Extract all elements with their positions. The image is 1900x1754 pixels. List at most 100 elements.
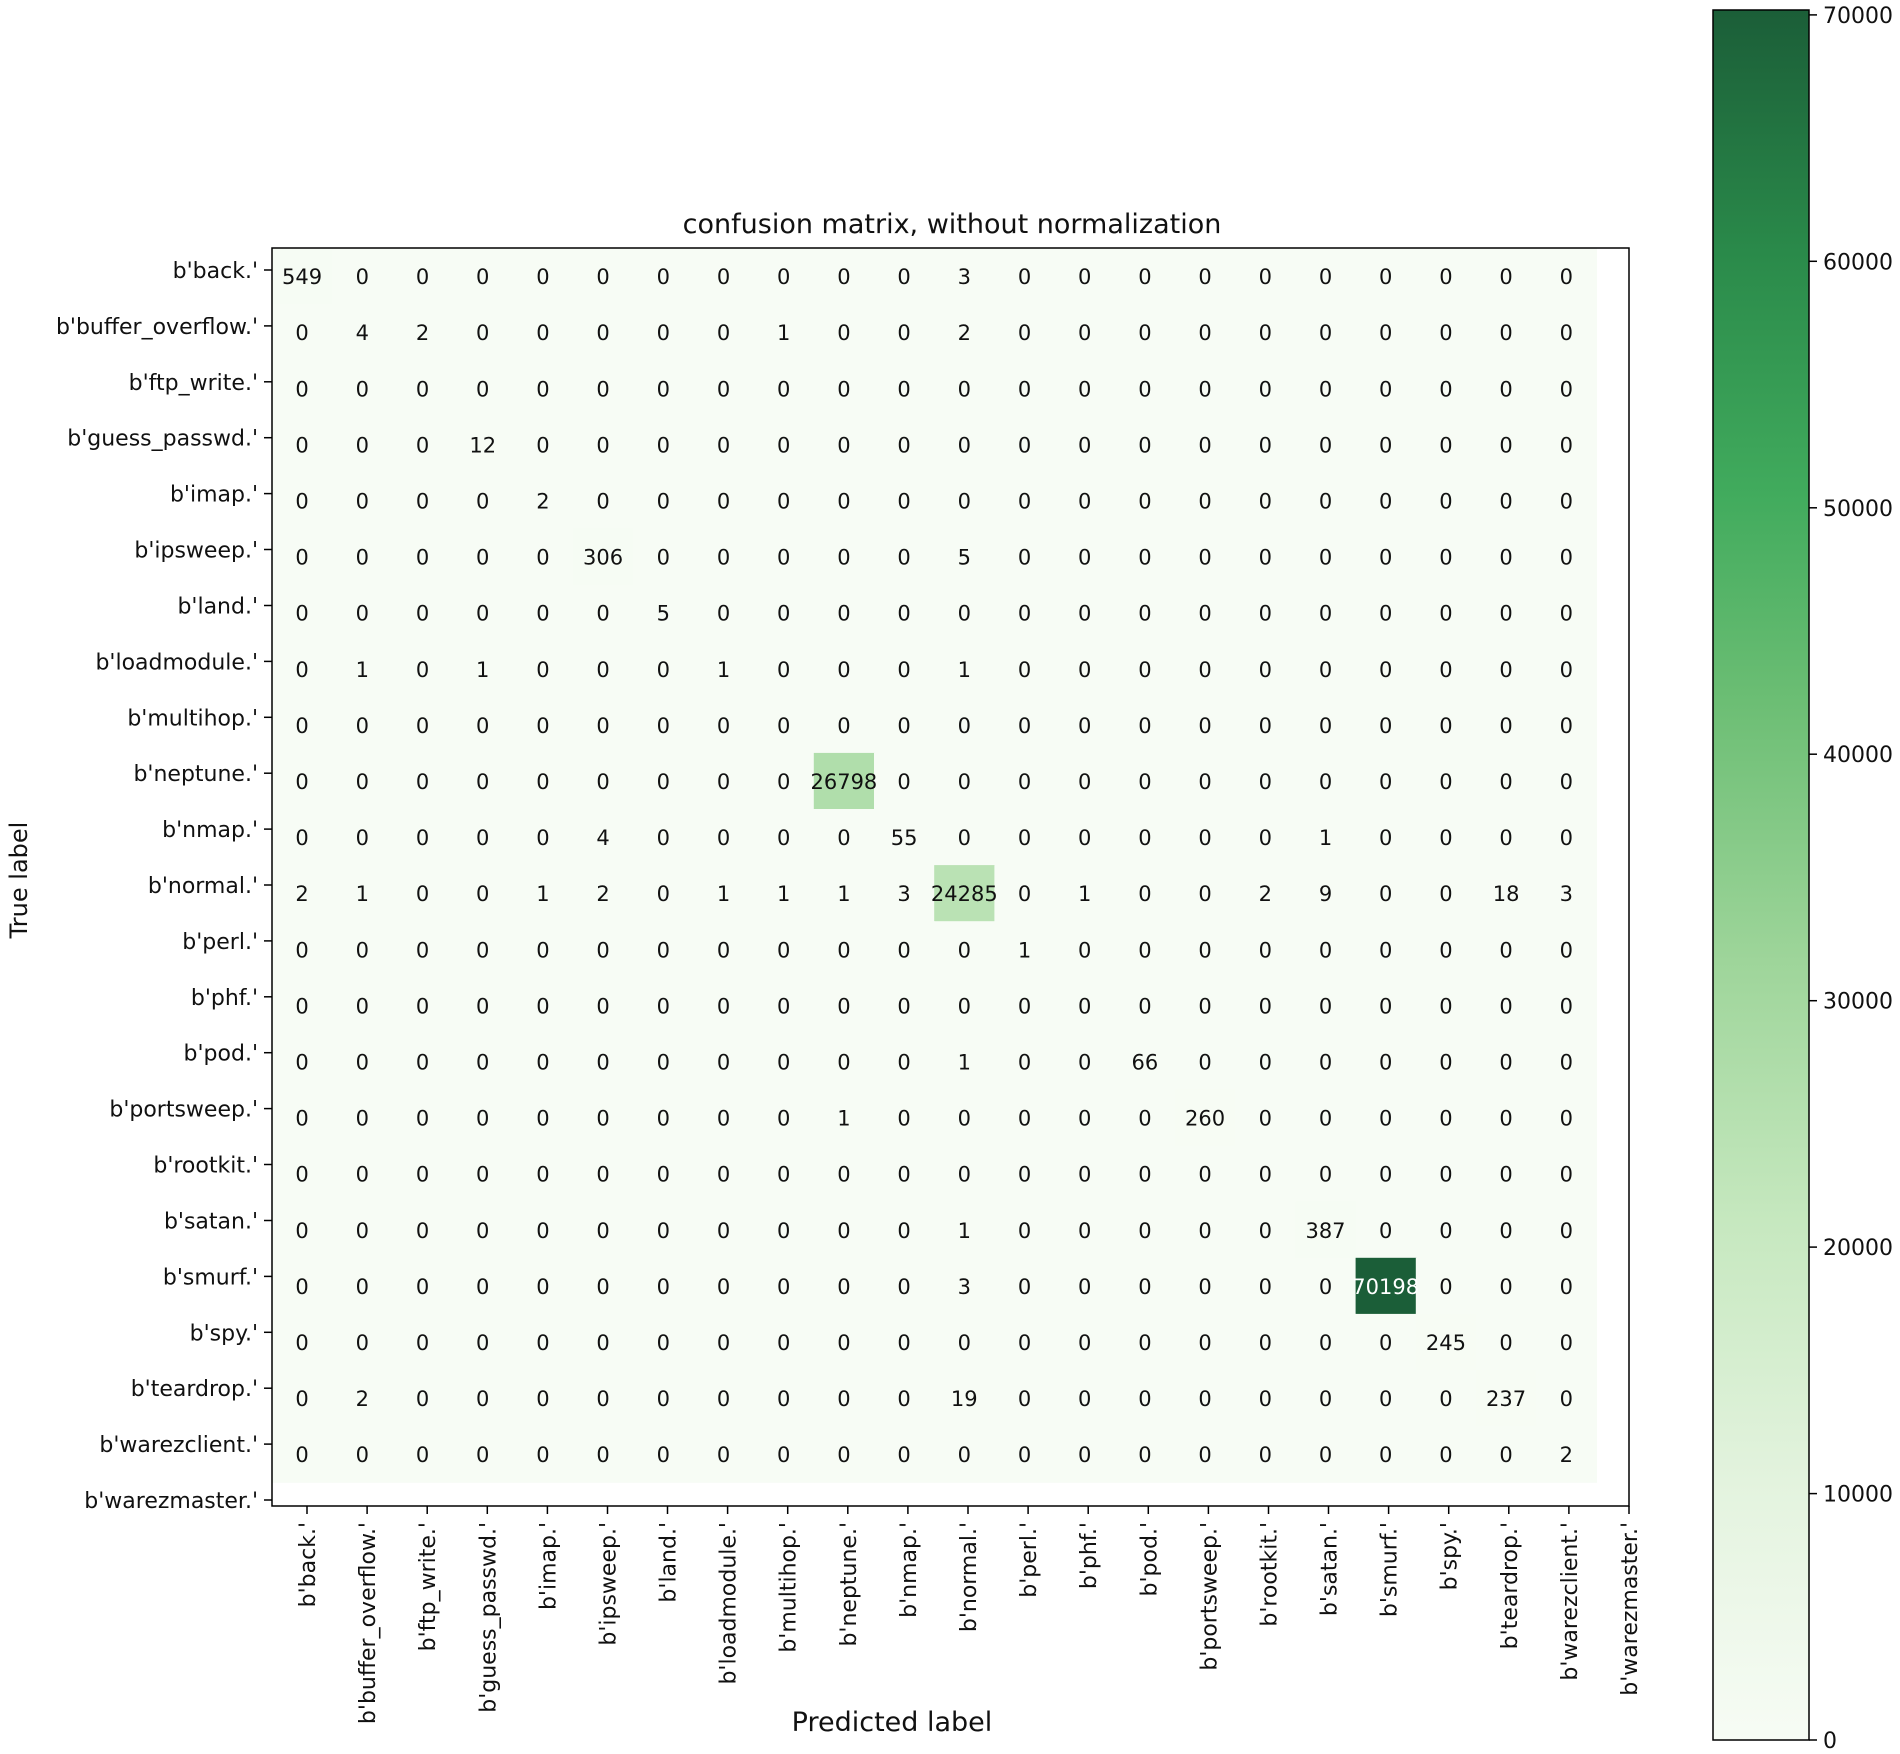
x-tick-label: b'back.'	[296, 1522, 321, 1607]
cell-r0-c10	[874, 248, 935, 305]
cell-value-r2-c3: 0	[476, 377, 489, 401]
cell-value-r0-c10: 0	[897, 265, 910, 289]
cell-value-r2-c6: 0	[657, 377, 670, 401]
cell-r19-c15	[1175, 1313, 1236, 1371]
cell-r21-c19	[1415, 1426, 1477, 1483]
x-tick-label: b'ftp_write.'	[416, 1522, 441, 1651]
cell-value-r4-c18: 0	[1379, 489, 1392, 513]
cell-value-r7-c1: 1	[356, 658, 369, 682]
cell-value-r12-c18: 0	[1379, 938, 1392, 962]
cell-r19-c16	[1235, 1313, 1296, 1371]
cell-value-r1-c21: 0	[1560, 321, 1573, 345]
cell-value-r16-c3: 0	[476, 1163, 489, 1187]
cell-r18-c21	[1536, 1257, 1597, 1315]
cell-value-r9-c11: 0	[958, 770, 971, 794]
cell-r10-c16	[1235, 809, 1296, 866]
cell-r2-c13	[1054, 360, 1116, 417]
cell-r13-c18	[1355, 977, 1417, 1034]
cell-r7-c20	[1476, 640, 1537, 698]
cell-r5-c13	[1054, 528, 1116, 586]
x-tick-label: b'normal.'	[957, 1522, 982, 1632]
cell-value-r17-c19: 0	[1439, 1219, 1452, 1243]
cell-value-r14-c12: 0	[1018, 1051, 1031, 1075]
cell-value-r8-c14: 0	[1138, 714, 1151, 738]
cell-value-r13-c3: 0	[476, 994, 489, 1018]
cell-r20-c17	[1295, 1370, 1357, 1427]
cell-r8-c18	[1355, 696, 1417, 754]
cell-r12-c17	[1295, 921, 1357, 978]
cell-value-r11-c14: 0	[1138, 882, 1151, 906]
cell-r3-c3	[452, 416, 514, 473]
cell-value-r2-c8: 0	[777, 377, 790, 401]
cell-r15-c4	[512, 1089, 574, 1147]
cell-r11-c17	[1295, 865, 1357, 922]
cell-r8-c5	[573, 696, 634, 754]
cell-r17-c2	[392, 1201, 454, 1259]
cell-r20-c7	[693, 1370, 755, 1427]
cell-r21-c4	[512, 1426, 574, 1483]
cell-r10-c19	[1415, 809, 1477, 866]
cell-r7-c1	[332, 640, 393, 698]
cell-value-r4-c5: 0	[596, 489, 609, 513]
cell-r19-c20	[1476, 1313, 1537, 1371]
cell-value-r7-c14: 0	[1138, 658, 1151, 682]
cell-r21-c15	[1175, 1426, 1236, 1483]
cell-r11-c11	[934, 865, 995, 922]
cell-r10-c21	[1536, 809, 1597, 866]
cell-value-r9-c2: 0	[416, 770, 429, 794]
cell-r2-c20	[1476, 360, 1537, 417]
cell-r1-c21	[1536, 304, 1597, 361]
cell-r21-c16	[1235, 1426, 1296, 1483]
y-tick-label: b'warezmaster.'	[84, 1489, 258, 1514]
cell-r9-c15	[1175, 752, 1236, 810]
y-tick-label: b'neptune.'	[133, 762, 258, 787]
cell-value-r3-c8: 0	[777, 433, 790, 457]
cell-r4-c3	[452, 472, 514, 530]
plot-frame	[271, 247, 1630, 1507]
cell-r11-c2	[392, 865, 454, 922]
cell-value-r4-c9: 0	[837, 489, 850, 513]
cell-value-r11-c9: 1	[837, 882, 850, 906]
cell-value-r4-c8: 0	[777, 489, 790, 513]
cell-r18-c12	[994, 1257, 1056, 1315]
cell-r21-c12	[994, 1426, 1056, 1483]
cell-r12-c10	[874, 921, 935, 978]
cell-value-r15-c16: 0	[1259, 1107, 1272, 1131]
cell-value-r18-c7: 0	[717, 1275, 730, 1299]
cell-value-r19-c7: 0	[717, 1331, 730, 1355]
cell-value-r3-c0: 0	[295, 433, 308, 457]
cell-r19-c7	[693, 1313, 755, 1371]
cell-value-r6-c6: 5	[657, 602, 670, 626]
cell-value-r16-c12: 0	[1018, 1163, 1031, 1187]
cell-r3-c9	[813, 416, 875, 473]
cell-r0-c14	[1114, 248, 1176, 305]
cell-r19-c10	[874, 1313, 935, 1371]
cell-r7-c11	[934, 640, 995, 698]
cell-r10-c1	[332, 809, 393, 866]
cell-value-r8-c9: 0	[837, 714, 850, 738]
cell-r3-c8	[753, 416, 815, 473]
cell-value-r17-c8: 0	[777, 1219, 790, 1243]
cell-r16-c20	[1476, 1145, 1537, 1203]
cell-value-r11-c18: 0	[1379, 882, 1392, 906]
cell-r13-c15	[1175, 977, 1236, 1034]
cell-r6-c13	[1054, 584, 1116, 642]
cell-value-r2-c2: 0	[416, 377, 429, 401]
cell-value-r16-c17: 0	[1319, 1163, 1332, 1187]
cell-value-r20-c19: 0	[1439, 1387, 1452, 1411]
cell-r20-c20	[1476, 1370, 1537, 1427]
cell-r16-c8	[753, 1145, 815, 1203]
cell-r12-c6	[633, 921, 694, 978]
cell-value-r8-c5: 0	[596, 714, 609, 738]
cell-value-r5-c2: 0	[416, 546, 429, 570]
cell-value-r21-c9: 0	[837, 1443, 850, 1467]
cell-value-r5-c19: 0	[1439, 546, 1452, 570]
cell-r2-c17	[1295, 360, 1357, 417]
cell-r7-c0	[272, 640, 333, 698]
cell-value-r6-c20: 0	[1499, 602, 1512, 626]
cell-value-r7-c21: 0	[1560, 658, 1573, 682]
cell-r6-c0	[272, 584, 333, 642]
cell-value-r9-c8: 0	[777, 770, 790, 794]
cell-value-r8-c21: 0	[1560, 714, 1573, 738]
cell-value-r16-c6: 0	[657, 1163, 670, 1187]
